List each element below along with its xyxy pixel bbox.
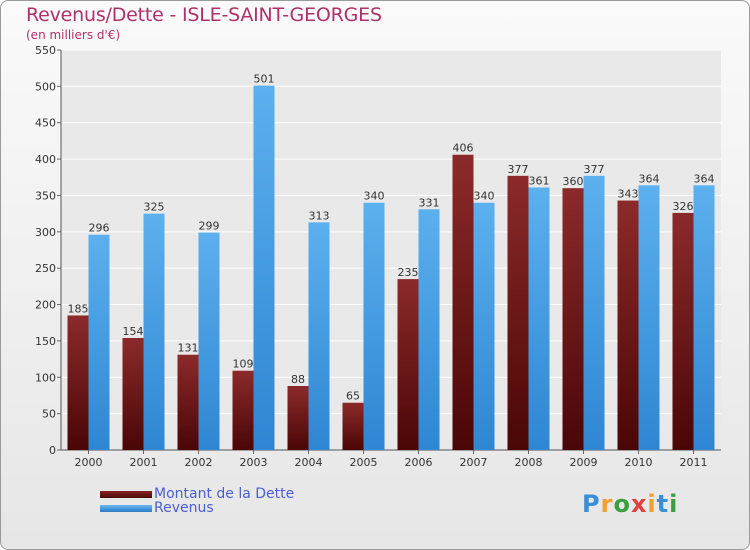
x-tick-label: 2009 bbox=[570, 456, 598, 469]
x-tick-label: 2010 bbox=[625, 456, 653, 469]
logo-letter: i bbox=[647, 490, 657, 518]
x-tick-label: 2004 bbox=[295, 456, 323, 469]
data-label-revenus: 364 bbox=[639, 172, 660, 185]
bar-revenus bbox=[253, 85, 275, 451]
y-tick-label: 100 bbox=[35, 371, 56, 384]
x-tick-label: 2000 bbox=[75, 456, 103, 469]
data-label-dette: 109 bbox=[233, 358, 254, 371]
x-tick-label: 2001 bbox=[130, 456, 158, 469]
legend-label-revenus: Revenus bbox=[154, 500, 214, 516]
data-label-revenus: 361 bbox=[529, 174, 550, 187]
data-label-dette: 326 bbox=[673, 200, 694, 213]
y-tick-label: 150 bbox=[35, 335, 56, 348]
bar-dette bbox=[232, 370, 254, 450]
bar-revenus bbox=[308, 222, 330, 450]
bar-dette bbox=[397, 279, 419, 450]
data-label-revenus: 296 bbox=[89, 222, 110, 235]
data-label-dette: 88 bbox=[291, 373, 305, 386]
data-label-revenus: 313 bbox=[309, 209, 330, 222]
data-label-dette: 185 bbox=[68, 302, 89, 315]
legend-swatch-dette bbox=[100, 490, 152, 498]
legend-swatch-revenus bbox=[100, 504, 152, 512]
y-tick-label: 0 bbox=[49, 444, 56, 457]
data-label-dette: 377 bbox=[508, 163, 529, 176]
bar-dette bbox=[287, 386, 309, 450]
bar-revenus bbox=[198, 232, 220, 450]
bar-revenus bbox=[418, 209, 440, 450]
y-tick-label: 250 bbox=[35, 262, 56, 275]
logo-letter: x bbox=[630, 490, 648, 518]
bar-revenus bbox=[528, 187, 550, 451]
data-label-revenus: 325 bbox=[144, 201, 165, 214]
data-label-dette: 360 bbox=[563, 175, 584, 188]
bar-dette bbox=[122, 338, 144, 450]
data-label-dette: 343 bbox=[618, 188, 639, 201]
chart-subtitle: (en milliers d'€) bbox=[26, 28, 121, 42]
data-label-revenus: 299 bbox=[199, 220, 220, 233]
bar-dette bbox=[617, 200, 639, 450]
bar-dette bbox=[562, 188, 584, 450]
bar-revenus bbox=[638, 185, 660, 451]
logo-letter: t bbox=[656, 490, 670, 518]
logo-letter: P bbox=[582, 490, 601, 518]
bar-dette bbox=[342, 402, 364, 450]
y-tick-label: 400 bbox=[35, 153, 56, 166]
legend-item-dette: Montant de la Dette bbox=[100, 486, 295, 502]
y-tick-label: 500 bbox=[35, 80, 56, 93]
legend-item-revenus: Revenus bbox=[100, 500, 294, 516]
plot-area bbox=[61, 50, 721, 450]
y-tick-label: 350 bbox=[35, 189, 56, 202]
chart-title: Revenus/Dette - ISLE-SAINT-GEORGES bbox=[26, 4, 382, 26]
y-tick-label: 550 bbox=[35, 44, 56, 57]
y-tick-label: 200 bbox=[35, 299, 56, 312]
data-label-dette: 406 bbox=[453, 142, 474, 155]
bar-dette bbox=[452, 154, 474, 450]
bar-revenus bbox=[473, 202, 495, 450]
x-tick-label: 2006 bbox=[405, 456, 433, 469]
logo-letter: i bbox=[669, 490, 679, 518]
x-tick-label: 2008 bbox=[515, 456, 543, 469]
bar-revenus bbox=[88, 234, 110, 450]
bar-dette bbox=[672, 212, 694, 450]
x-tick-label: 2003 bbox=[240, 456, 268, 469]
x-tick-label: 2005 bbox=[350, 456, 378, 469]
y-tick-label: 300 bbox=[35, 226, 56, 239]
bar-dette bbox=[507, 175, 529, 450]
proxiti-logo: Proxiti bbox=[582, 490, 678, 518]
legend: Montant de la Dette Revenus bbox=[100, 486, 295, 516]
y-tick-label: 50 bbox=[42, 408, 56, 421]
bar-dette bbox=[177, 354, 199, 450]
logo-letter: r bbox=[600, 490, 614, 518]
bar-revenus bbox=[363, 202, 385, 450]
legend-label-dette: Montant de la Dette bbox=[154, 486, 295, 502]
bar-revenus bbox=[583, 175, 605, 450]
data-label-revenus: 340 bbox=[474, 190, 495, 203]
data-label-dette: 235 bbox=[398, 266, 419, 279]
y-tick-label: 450 bbox=[35, 117, 56, 130]
x-tick-label: 2007 bbox=[460, 456, 488, 469]
logo-letter: o bbox=[613, 490, 631, 518]
data-label-revenus: 340 bbox=[364, 190, 385, 203]
bar-revenus bbox=[693, 185, 715, 451]
data-label-dette: 131 bbox=[178, 342, 199, 355]
data-label-revenus: 501 bbox=[254, 73, 275, 86]
x-tick-label: 2002 bbox=[185, 456, 213, 469]
bar-dette bbox=[67, 315, 89, 450]
data-label-dette: 65 bbox=[346, 390, 360, 403]
x-tick-label: 2011 bbox=[680, 456, 708, 469]
data-label-dette: 154 bbox=[123, 325, 144, 338]
data-label-revenus: 364 bbox=[694, 172, 715, 185]
data-label-revenus: 331 bbox=[419, 196, 440, 209]
bar-revenus bbox=[143, 213, 165, 450]
data-label-revenus: 377 bbox=[584, 163, 605, 176]
